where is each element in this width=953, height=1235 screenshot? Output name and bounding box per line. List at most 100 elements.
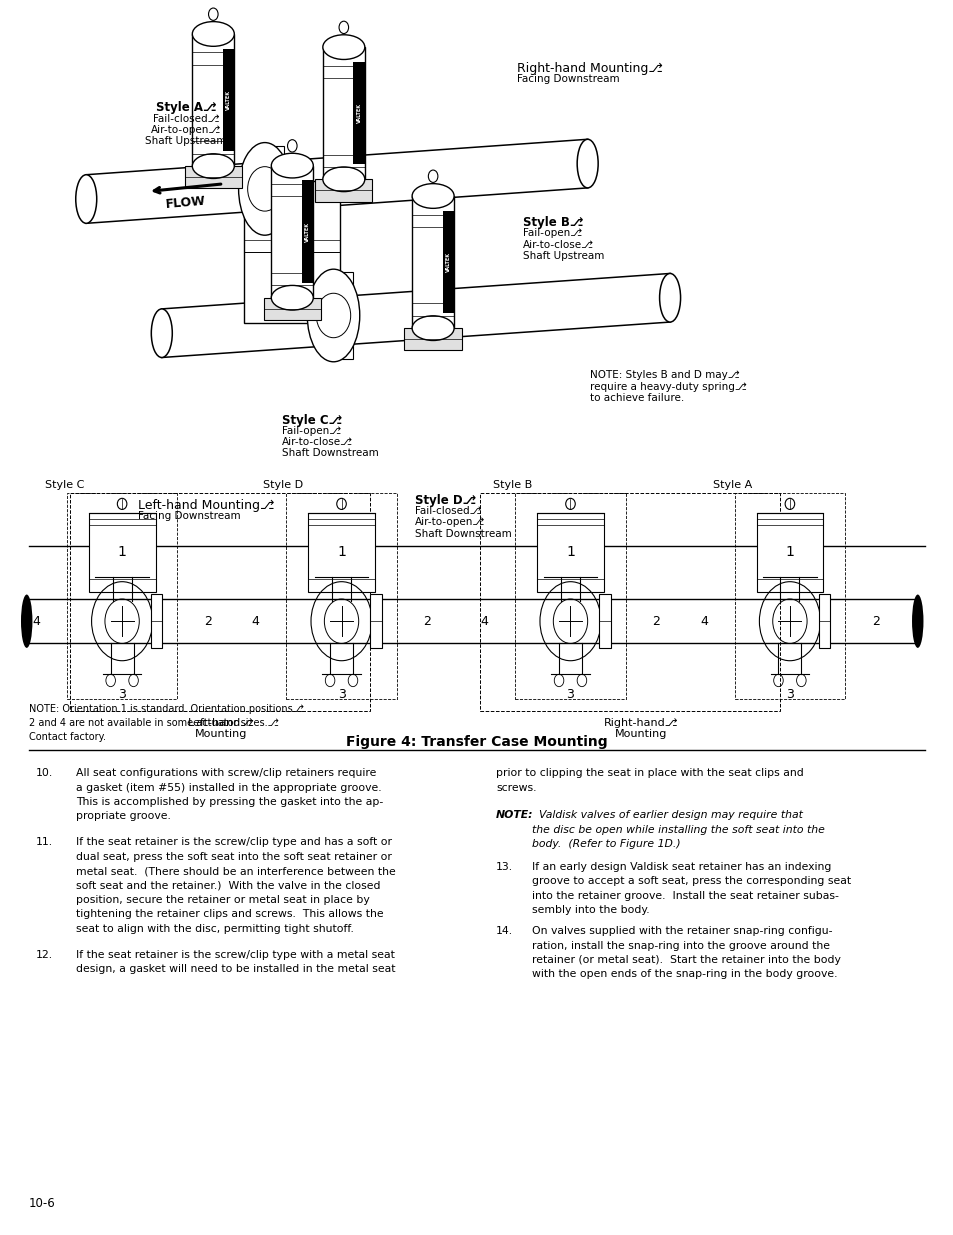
Text: 2: 2 [204, 615, 212, 627]
Text: 2: 2 [423, 615, 431, 627]
Bar [244, 182, 340, 324]
Text: If an early design Valdisk seat retainer has an indexing
groove to accept a soft: If an early design Valdisk seat retainer… [532, 862, 851, 915]
Text: 1: 1 [784, 545, 794, 559]
Bar [412, 196, 454, 329]
Bar [151, 594, 162, 648]
Text: 4: 4 [480, 615, 488, 627]
Text: 11.: 11. [36, 837, 53, 847]
Text: Air-to-open⎇: Air-to-open⎇ [151, 125, 221, 135]
Text: Shaft Upstream: Shaft Upstream [145, 136, 227, 146]
Text: 10-6: 10-6 [29, 1197, 55, 1210]
Text: On valves supplied with the retainer snap-ring configu-
ration, install the snap: On valves supplied with the retainer sna… [532, 926, 841, 979]
Bar [70, 493, 370, 711]
Text: FLOW: FLOW [165, 195, 206, 211]
Text: Style D: Style D [263, 480, 303, 490]
Bar [286, 493, 396, 699]
Text: VALTEK: VALTEK [356, 104, 361, 124]
Bar [271, 165, 313, 298]
Text: Style C⎇: Style C⎇ [282, 414, 342, 427]
Bar [185, 165, 242, 188]
Text: Style B⎇: Style B⎇ [522, 216, 582, 230]
Text: Right-hand Mounting⎇: Right-hand Mounting⎇ [517, 62, 662, 75]
Bar [329, 272, 353, 358]
Ellipse shape [238, 142, 291, 235]
Bar [353, 62, 364, 164]
Text: NOTE: Styles B and D may⎇: NOTE: Styles B and D may⎇ [589, 370, 739, 380]
Text: 3: 3 [785, 688, 793, 700]
Ellipse shape [75, 174, 96, 224]
Ellipse shape [911, 594, 923, 648]
Text: NOTE: Orientation 1 is standard. Orientation positions⎇
2 and 4 are not availabl: NOTE: Orientation 1 is standard. Orienta… [29, 704, 303, 742]
Text: Style A: Style A [712, 480, 751, 490]
Text: VALTEK: VALTEK [305, 222, 310, 242]
Text: Shaft Downstream: Shaft Downstream [282, 448, 378, 458]
Text: 1: 1 [117, 545, 127, 559]
Text: to achieve failure.: to achieve failure. [589, 393, 683, 403]
Ellipse shape [565, 498, 575, 509]
Text: Left-hand Mounting⎇: Left-hand Mounting⎇ [138, 499, 274, 513]
Text: Fail-closed⎇: Fail-closed⎇ [152, 114, 219, 124]
Ellipse shape [322, 35, 364, 59]
Bar [223, 49, 234, 151]
Ellipse shape [152, 309, 172, 357]
Ellipse shape [784, 498, 794, 509]
Ellipse shape [338, 21, 348, 33]
Text: Style A⎇: Style A⎇ [155, 101, 216, 115]
Bar [734, 493, 844, 699]
Text: Shaft Downstream: Shaft Downstream [415, 529, 511, 538]
Bar [322, 47, 364, 179]
Text: 13.: 13. [496, 862, 513, 872]
Ellipse shape [412, 316, 454, 341]
Text: 14.: 14. [496, 926, 513, 936]
Bar [193, 33, 234, 165]
Text: 4: 4 [252, 615, 259, 627]
Bar [404, 329, 461, 351]
Ellipse shape [209, 7, 218, 20]
Text: 2: 2 [871, 615, 879, 627]
Bar [598, 594, 610, 648]
Text: require a heavy-duty spring⎇: require a heavy-duty spring⎇ [589, 382, 745, 391]
Text: 3: 3 [118, 688, 126, 700]
Text: Style B: Style B [493, 480, 532, 490]
Text: If the seat retainer is the screw/clip type with a metal seat
design, a gasket w: If the seat retainer is the screw/clip t… [76, 950, 395, 974]
Text: Facing Downstream: Facing Downstream [517, 74, 619, 84]
Bar [263, 298, 320, 320]
Ellipse shape [117, 498, 127, 509]
Text: 4: 4 [32, 615, 40, 627]
Ellipse shape [307, 269, 359, 362]
Bar [515, 493, 625, 699]
Text: Fail-open⎇: Fail-open⎇ [522, 228, 581, 238]
Text: If the seat retainer is the screw/clip type and has a soft or
dual seat, press t: If the seat retainer is the screw/clip t… [76, 837, 395, 934]
Ellipse shape [659, 273, 679, 322]
Ellipse shape [412, 184, 454, 209]
Bar [442, 211, 454, 314]
Text: 12.: 12. [36, 950, 53, 960]
Bar [308, 513, 375, 592]
Text: prior to clipping the seat in place with the seat clips and
screws.: prior to clipping the seat in place with… [496, 768, 803, 793]
Bar [67, 493, 177, 699]
Text: Valdisk valves of earlier design may require that
the disc be open while install: Valdisk valves of earlier design may req… [532, 810, 824, 848]
Bar [89, 513, 155, 592]
Bar [818, 594, 829, 648]
Bar [260, 146, 284, 232]
Text: 1: 1 [336, 545, 346, 559]
Text: Shaft Upstream: Shaft Upstream [522, 251, 603, 261]
Ellipse shape [322, 167, 364, 191]
Ellipse shape [193, 153, 234, 178]
Text: VALTEK: VALTEK [445, 252, 451, 272]
Text: NOTE:: NOTE: [496, 810, 533, 820]
Bar [301, 180, 313, 283]
Text: 3: 3 [566, 688, 574, 700]
Text: 3: 3 [337, 688, 345, 700]
Ellipse shape [577, 140, 598, 188]
Bar [756, 513, 822, 592]
Ellipse shape [271, 285, 313, 310]
Text: Fail-closed⎇: Fail-closed⎇ [415, 506, 481, 516]
Ellipse shape [21, 594, 32, 648]
Text: Facing Downstream: Facing Downstream [138, 511, 241, 521]
Ellipse shape [271, 153, 313, 178]
Ellipse shape [428, 170, 437, 183]
Ellipse shape [287, 140, 296, 152]
Bar [370, 594, 381, 648]
Bar [537, 513, 603, 592]
